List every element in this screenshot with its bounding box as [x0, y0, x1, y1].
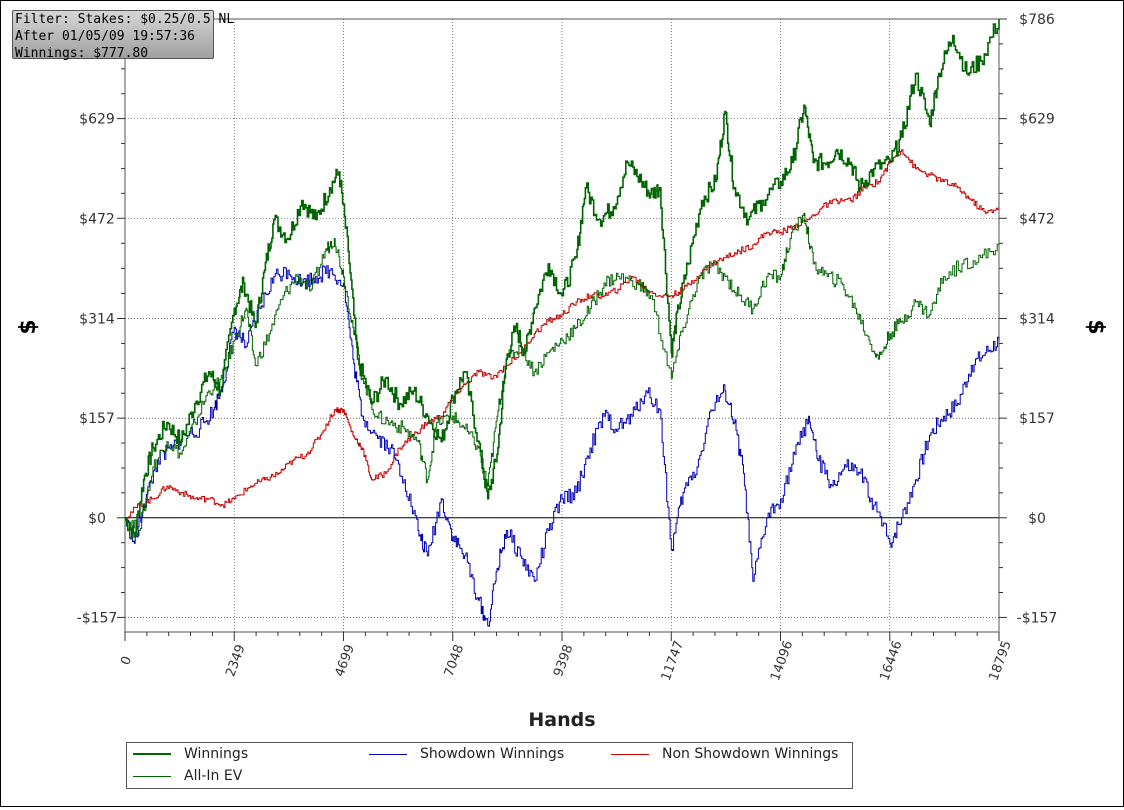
grid: [125, 19, 999, 632]
y-tick-label-right: $157: [1019, 411, 1055, 427]
filter-info-box: Filter: Stakes: $0.25/0.5 NL After 01/05…: [12, 10, 235, 61]
x-tick-label: 14096: [768, 639, 796, 683]
x-tick-label: 18795: [987, 639, 1015, 683]
y-tick-label-right: $629: [1019, 112, 1055, 128]
legend-swatch-all-in-ev: [133, 775, 171, 777]
filter-line-winnings: Winnings: $777.80: [15, 46, 149, 61]
series-line-non-showdown-winnings: [125, 149, 1000, 520]
y-tick-label-right: $0: [1028, 511, 1046, 527]
legend-swatch-winnings: [133, 753, 171, 755]
series-line-all-in-ev: [125, 212, 1000, 537]
series-lines: [125, 19, 1000, 627]
legend-item-showdown: Showdown Winnings: [369, 743, 564, 765]
legend-item-non-showdown: Non Showdown Winnings: [611, 743, 838, 765]
y-tick-label-left: $314: [79, 312, 115, 328]
series-line-showdown-winnings: [125, 265, 1000, 627]
y-axis-label-left: $: [16, 319, 41, 334]
y-tick-label-right: $786: [1019, 12, 1055, 28]
legend-label-showdown: Showdown Winnings: [420, 746, 565, 762]
x-tick-label: 11747: [659, 639, 687, 683]
y-tick-label-left: $157: [79, 411, 115, 427]
y-tick-label-left: $0: [88, 511, 106, 527]
x-tick-label: 2349: [223, 643, 248, 679]
legend-label-all-in-ev: All-In EV: [184, 768, 243, 784]
y-tick-label-right: -$157: [1017, 610, 1058, 626]
legend-item-all-in-ev: All-In EV: [133, 765, 242, 787]
x-tick-label: 4699: [333, 643, 358, 679]
series-line-winnings: [125, 19, 1000, 540]
tick-labels: 0 2349 4699 7048 9398 11747 14096 16446 18795-$1…: [77, 12, 1058, 683]
legend-swatch-non-showdown: [611, 753, 649, 755]
x-tick-label: 16446: [877, 639, 905, 683]
y-tick-label-right: $314: [1019, 312, 1055, 328]
x-tick-label: 7048: [442, 643, 467, 679]
legend-swatch-showdown: [369, 753, 407, 755]
y-axis-label-right: $: [1083, 319, 1108, 334]
filter-line-stakes: Filter: Stakes: $0.25/0.5 NL: [15, 12, 235, 27]
legend-label-non-showdown: Non Showdown Winnings: [662, 746, 839, 762]
y-tick-label-left: $629: [79, 112, 115, 128]
axis-ticks: [117, 18, 1007, 641]
legend: Winnings All-In EV Showdown Winnings Non…: [126, 742, 853, 789]
y-tick-label-left: $472: [79, 211, 115, 227]
x-tick-label: 9398: [551, 643, 576, 679]
x-axis-label: Hands: [528, 709, 595, 731]
y-tick-label-right: $472: [1019, 211, 1055, 227]
filter-line-date: After 01/05/09 19:57:36: [15, 29, 196, 44]
legend-item-winnings: Winnings: [133, 743, 248, 765]
y-tick-label-left: -$157: [77, 610, 118, 626]
x-tick-label: 0: [118, 654, 135, 667]
legend-label-winnings: Winnings: [184, 746, 249, 762]
